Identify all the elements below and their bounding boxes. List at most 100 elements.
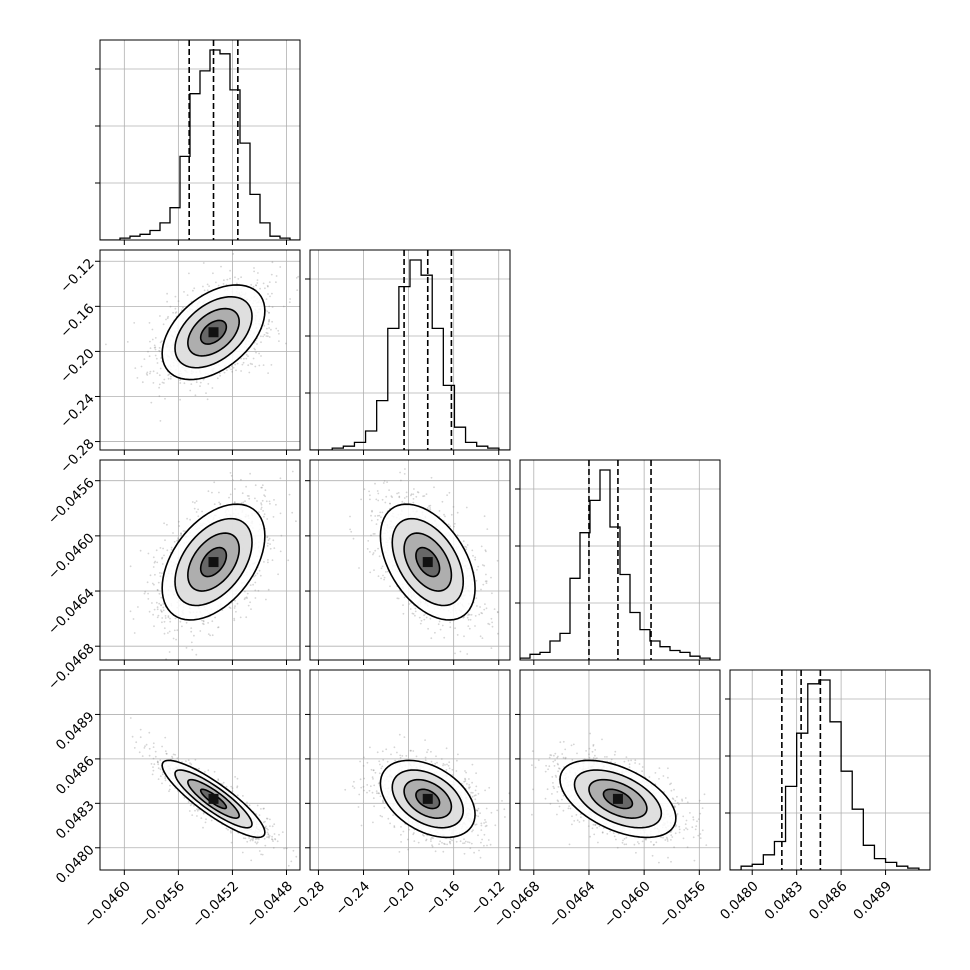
sample-point [149, 370, 152, 373]
sample-point [149, 347, 152, 350]
y-tick-label-p1-4: −0.12 [57, 256, 98, 297]
sample-point [247, 355, 249, 358]
sample-point [249, 584, 252, 586]
sample-point [255, 351, 257, 354]
sample-point [272, 516, 275, 518]
sample-point [149, 372, 151, 375]
sample-point [156, 608, 159, 611]
sample-point [193, 287, 196, 290]
sample-point [159, 775, 162, 777]
sample-point [161, 773, 164, 776]
sample-point [441, 500, 444, 503]
sample-point [377, 547, 379, 550]
sample-point [447, 523, 450, 526]
sample-point [369, 494, 371, 497]
histogram-p1 [310, 259, 510, 450]
sample-point [211, 491, 213, 494]
sample-point [474, 556, 477, 559]
sample-point [481, 637, 484, 639]
sample-point [380, 577, 382, 580]
sample-point [262, 282, 265, 285]
sample-point [302, 488, 304, 490]
sample-point [262, 364, 265, 366]
sample-point [414, 614, 416, 617]
sample-point [369, 571, 372, 574]
sample-point [234, 488, 236, 490]
sample-point [491, 592, 493, 595]
sample-point [202, 826, 204, 829]
sample-point [206, 283, 209, 286]
sample-point [268, 835, 271, 837]
sample-point [287, 559, 290, 562]
sample-point [197, 508, 200, 511]
sample-point [177, 537, 179, 539]
sample-point [481, 564, 484, 566]
sample-point [383, 578, 385, 581]
sample-point [231, 370, 234, 373]
sample-point [468, 614, 471, 616]
sample-point [252, 357, 255, 360]
sample-point [380, 567, 383, 570]
sample-point [273, 547, 276, 549]
sample-point [158, 349, 161, 352]
sample-point [381, 511, 384, 514]
sample-point [270, 328, 272, 331]
sample-point [229, 269, 232, 272]
sample-point [267, 285, 269, 288]
panel-frame [99, 459, 301, 661]
sample-point [449, 626, 452, 629]
sample-point [256, 841, 259, 844]
sample-point [180, 533, 183, 536]
sample-point [485, 573, 487, 576]
sample-point [190, 641, 193, 644]
sample-point [481, 612, 484, 615]
sample-point [288, 493, 291, 496]
sample-point [242, 361, 245, 364]
sample-point [419, 622, 422, 625]
sample-point [422, 495, 424, 498]
sample-point [190, 627, 193, 629]
sample-point [164, 539, 166, 542]
sample-point [209, 634, 212, 637]
sample-point [254, 581, 257, 584]
sample-point [360, 498, 362, 501]
sample-point [189, 518, 192, 521]
sample-point [157, 767, 160, 770]
sample-point [414, 610, 417, 613]
y-tick-label-p1-2: −0.20 [57, 346, 98, 387]
sample-point [375, 523, 378, 525]
sample-point [426, 507, 429, 509]
sample-point [154, 755, 157, 758]
sample-point [251, 838, 254, 841]
sample-point [258, 569, 261, 572]
sample-point [377, 575, 380, 578]
sample-point [249, 601, 252, 604]
sample-point [292, 849, 295, 852]
sample-point [401, 500, 404, 503]
sample-point [202, 619, 205, 622]
density-peak [422, 557, 433, 568]
sample-point [251, 363, 254, 366]
sample-point [242, 501, 245, 504]
sample-point [212, 272, 214, 275]
sample-point [218, 491, 220, 494]
sample-point [163, 627, 166, 630]
sample-point [162, 603, 165, 605]
sample-point [160, 340, 163, 343]
sample-point [172, 532, 174, 534]
sample-point [153, 625, 155, 628]
panel-frame [99, 39, 301, 241]
sample-point [249, 362, 252, 365]
sample-point [485, 580, 488, 583]
sample-point [279, 550, 282, 553]
sample-point [186, 294, 189, 296]
sample-point [158, 350, 161, 353]
sample-point [266, 836, 268, 839]
sample-point [479, 606, 481, 608]
contour-line [187, 532, 240, 592]
sample-point [157, 761, 159, 764]
sample-point [213, 481, 216, 484]
sample-point [295, 855, 298, 858]
sample-point [387, 570, 389, 573]
panel-frame [99, 249, 301, 451]
